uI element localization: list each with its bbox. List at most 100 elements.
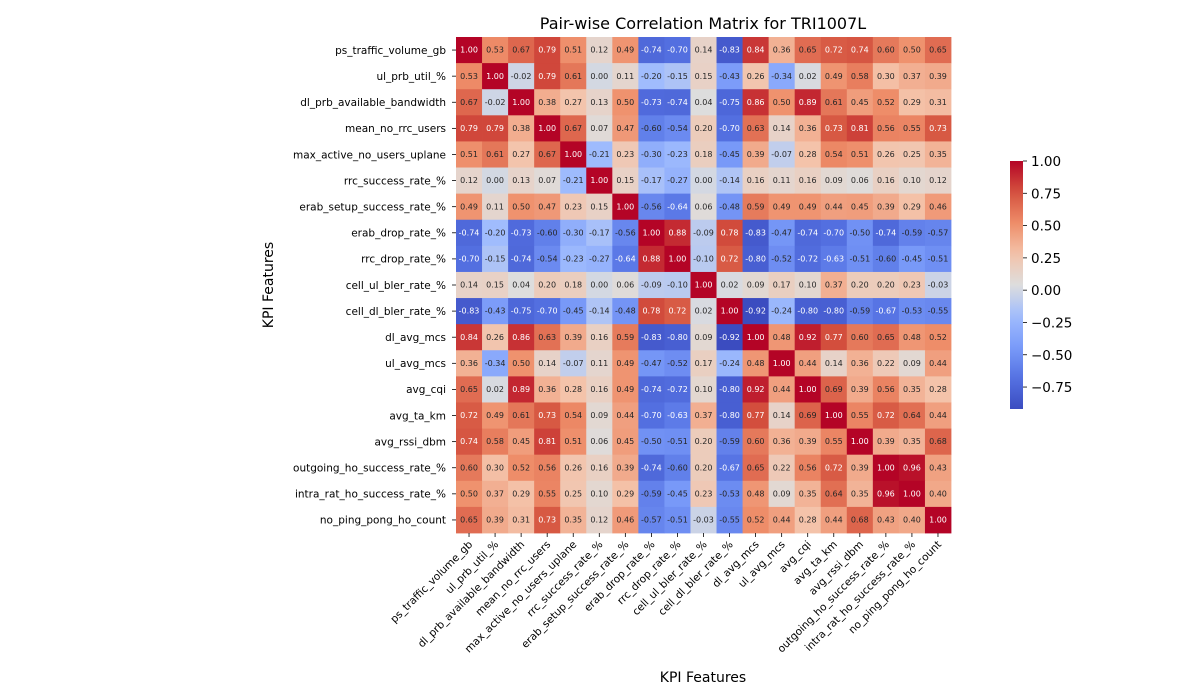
cell-value-label: -0.30 [563,228,584,237]
heatmap-cell [872,350,900,377]
heatmap-cell [586,63,613,90]
heatmap-cell [846,193,874,221]
heatmap-cell [716,63,743,90]
heatmap-cell [534,89,561,116]
cell-value-label: -0.54 [667,124,688,133]
heatmap-cell [690,115,717,142]
heatmap-cell [820,37,848,64]
cell-value-label: 0.79 [538,72,556,81]
heatmap-cell [482,219,509,247]
cell-value-label: 0.22 [877,359,895,368]
heatmap-cell [820,376,848,403]
heatmap-cell [690,193,717,221]
heatmap-cell [794,63,822,90]
heatmap-cell [846,402,874,429]
cell-value-label: 0.36 [851,359,869,368]
cell-value-label: 0.11 [486,202,504,211]
cell-value-label: 0.16 [877,176,895,185]
heatmap-cell [560,89,587,116]
heatmap-cell [820,167,848,195]
heatmap-cell [742,115,770,142]
heatmap-cell [534,376,561,403]
heatmap-cell [690,89,717,116]
cell-value-label: 0.54 [564,411,582,420]
heatmap-cell [586,37,613,64]
cell-value-label: 0.79 [538,46,556,55]
heatmap-cell [456,271,483,299]
cell-value-label: 0.02 [721,281,739,290]
cell-value-label: 0.60 [877,46,895,55]
heatmap-cell [638,506,665,534]
heatmap-cell [560,219,587,247]
cell-value-label: 0.12 [460,176,478,185]
cell-value-label: 0.58 [851,72,869,81]
cell-value-label: 0.40 [929,489,947,498]
cell-value-label: 0.28 [564,385,582,394]
cell-value-label: 0.10 [903,176,921,185]
colorbar: 1.00 0.75 0.50 0.25 0.00 −0.25 −0.50 −0.75 [1010,154,1072,409]
cell-value-label: 0.26 [486,333,504,342]
cell-value-label: 0.69 [799,411,817,420]
heatmap-cell [716,298,743,325]
cell-value-label: -0.70 [719,124,740,133]
cell-value-label: 0.77 [825,333,843,342]
cell-value-label: -0.48 [615,307,636,316]
cell-value-label: -0.59 [641,489,662,498]
heatmap-cell [482,480,509,508]
colorbar-tick-label: −0.25 [1031,315,1072,331]
cell-value-label: -0.23 [563,254,584,263]
cell-value-label: 0.20 [851,281,869,290]
cell-value-label: -0.80 [719,385,740,394]
heatmap-cell [664,454,691,482]
heatmap-cell [820,480,848,508]
cell-value-label: -0.83 [459,307,480,316]
heatmap-cell [612,37,639,64]
cell-value-label: -0.74 [797,228,818,237]
cell-value-label: 1.00 [564,150,582,159]
cell-value-label: -0.80 [797,307,818,316]
heatmap-cell [638,298,665,325]
heatmap-cell [534,193,561,221]
y-tick-label: cell_ul_bler_rate_% [346,280,446,292]
cell-value-label: 0.26 [564,463,582,472]
heatmap-cell [924,298,952,325]
heatmap-cell [456,245,483,273]
heatmap-cell [768,506,796,534]
cell-value-label: 0.55 [851,411,869,420]
cell-value-label: 0.07 [538,176,556,185]
heatmap-cell [768,350,796,377]
cell-value-label: 0.29 [903,98,921,107]
y-tick-label: rrc_drop_rate_% [361,254,446,266]
heatmap-cell [872,245,900,273]
cell-value-label: 0.50 [616,98,634,107]
cell-value-label: 0.38 [512,124,530,133]
heatmap-cell [612,193,639,221]
cell-value-label: -0.70 [537,307,558,316]
cell-value-label: 0.67 [460,98,478,107]
cell-value-label: 0.43 [877,516,895,525]
cell-value-label: -0.14 [589,307,610,316]
cell-value-label: 0.16 [590,385,608,394]
cell-value-label: 0.64 [903,411,921,420]
cell-value-label: 0.39 [564,333,582,342]
cell-value-label: 1.00 [538,124,556,133]
cell-value-label: 0.48 [747,489,765,498]
cell-value-label: 1.00 [903,489,921,498]
heatmap-cell [768,271,796,299]
heatmap-cell [924,454,952,482]
cell-value-label: -0.80 [745,254,766,263]
heatmap-cell [820,324,848,351]
heatmap-cell [482,350,509,377]
cell-value-label: -0.20 [641,72,662,81]
heatmap-cell [690,298,717,325]
heatmap-cell [794,298,822,325]
y-tick-label: ps_traffic_volume_gb [335,45,446,57]
cell-value-label: 0.23 [564,202,582,211]
cell-value-label: 0.04 [695,98,713,107]
cell-value-label: 0.44 [929,359,947,368]
heatmap-cell [768,298,796,325]
heatmap-cell [638,245,665,273]
heatmap-cell [508,271,535,299]
cell-value-label: 0.14 [695,46,713,55]
cell-value-label: 0.47 [538,202,556,211]
